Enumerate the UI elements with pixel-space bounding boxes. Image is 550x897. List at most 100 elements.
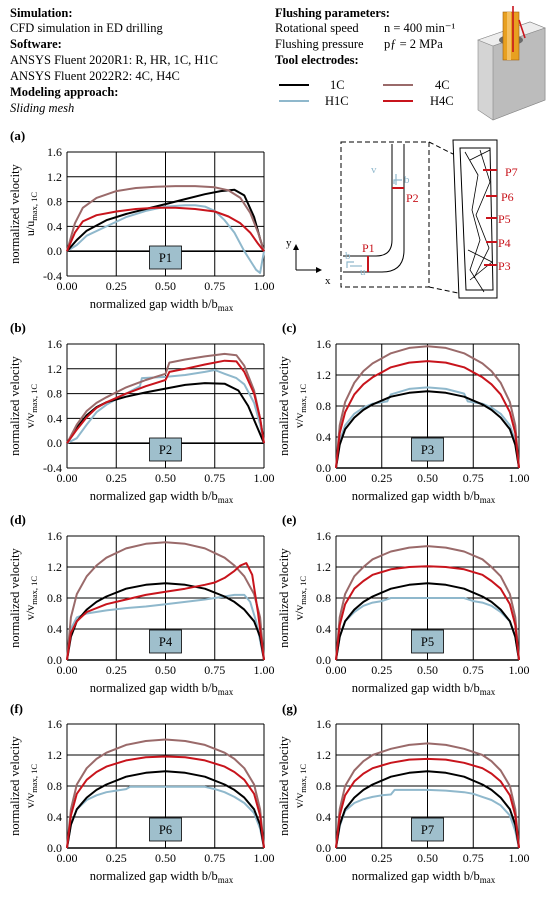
point-badge xyxy=(411,437,444,462)
chart-panel-f: (f) 0.0 0.4 0.8 1.2 1.6 0.00 0.25 0.50 0.75 1.00 P6… xyxy=(8,701,275,885)
y-axis-label: normalized velocity xyxy=(277,355,291,455)
x-tick-label: 0.50 xyxy=(155,279,176,293)
x-tick-label: 0.50 xyxy=(417,663,438,677)
series-line-1c xyxy=(66,188,265,252)
x-tick-label: 0.50 xyxy=(417,851,438,865)
series-line-h1c xyxy=(66,369,265,445)
chart-panel-c: (c) 0.0 0.4 0.8 1.2 1.6 0.00 0.25 0.50 0.75 1.00 P3… xyxy=(277,320,530,505)
y-axis-sublabel: v/vmax, 1C xyxy=(292,384,308,428)
y-tick-label: 0.0 xyxy=(316,841,331,855)
x-tick-label: 0.00 xyxy=(326,471,347,485)
panel-label-d: (d) xyxy=(10,512,26,527)
y-tick-label: 1.2 xyxy=(47,362,62,376)
point-badge-label: P1 xyxy=(159,251,172,265)
panel-label-f: (f) xyxy=(10,701,23,716)
y-axis-sublabel: v/vmax, 1C xyxy=(23,576,39,620)
series-line-h4c xyxy=(66,755,265,849)
y-axis-label: normalized velocity xyxy=(277,735,291,835)
x-tick-label: 0.25 xyxy=(106,279,127,293)
series-line-h1c xyxy=(66,204,265,274)
y-tick-label: 1.2 xyxy=(316,560,331,574)
series-line-4c xyxy=(66,738,265,849)
series-line-4c xyxy=(66,352,265,444)
y-tick-label: 1.6 xyxy=(47,337,62,351)
y-tick-label: 0.8 xyxy=(47,387,62,401)
series-line-4c xyxy=(335,345,520,469)
x-tick-label: 1.00 xyxy=(254,279,275,293)
series-line-1c xyxy=(335,770,520,849)
x-tick-label: 0.75 xyxy=(204,279,225,293)
point-badge-label: P6 xyxy=(159,823,172,837)
y-tick-label: 1.6 xyxy=(47,145,62,159)
chart-panel-b: (b) -0.4 0.0 0.4 0.8 1.2 1.6 0.00 0.25 0.50 0.75 1.… xyxy=(8,320,275,505)
y-tick-label: 0.8 xyxy=(316,779,331,793)
x-axis-label: normalized gap width b/bmax xyxy=(90,681,234,697)
flushing-pressure-label: Flushing pressure xyxy=(275,37,364,51)
y-tick-label: 1.2 xyxy=(47,748,62,762)
x-tick-label: 0.50 xyxy=(155,663,176,677)
chart-panel-a: (a) -0.4 0.0 0.4 0.8 1.2 1.6 0.00 0.25 0.50 0.75 1.… xyxy=(8,128,275,313)
y-tick-label: 0.0 xyxy=(47,653,62,667)
y-tick-label: 0.8 xyxy=(47,195,62,209)
y-tick-label: 0.0 xyxy=(47,244,62,258)
panel-label-g: (g) xyxy=(282,701,297,716)
x-tick-label: 0.75 xyxy=(463,471,484,485)
series-line-h4c xyxy=(335,757,520,849)
simulation-heading: Simulation: xyxy=(10,6,73,20)
point-badge xyxy=(149,437,182,462)
series-line-h1c xyxy=(335,386,520,469)
y-axis-sublabel: v/vmax, 1C xyxy=(23,764,39,808)
x-tick-label: 1.00 xyxy=(509,851,530,865)
x-tick-label: 0.25 xyxy=(371,471,392,485)
x-tick-label: 0.25 xyxy=(106,471,127,485)
chart-panel-g: (g) 0.0 0.4 0.8 1.2 1.6 0.00 0.25 0.50 0.75 1.00 P7… xyxy=(277,701,530,885)
series-line-h4c xyxy=(66,206,265,252)
series-line-1c xyxy=(335,390,520,469)
series-line-h1c xyxy=(66,785,265,849)
y-axis-sublabel: u/umax, 1C xyxy=(23,192,39,236)
x-tick-label: 1.00 xyxy=(254,471,275,485)
y-tick-label: 0.8 xyxy=(47,779,62,793)
chart-panel-e: (e) 0.0 0.4 0.8 1.2 1.6 0.00 0.25 0.50 0.75 1.00 P5… xyxy=(277,512,530,697)
point-badge xyxy=(149,817,182,842)
series-line-h4c xyxy=(335,565,520,661)
series-line-4c xyxy=(66,185,265,252)
x-tick-label: 0.00 xyxy=(326,851,347,865)
x-tick-label: 1.00 xyxy=(509,471,530,485)
x-axis-label: normalized gap width b/bmax xyxy=(90,489,234,505)
x-tick-label: 0.00 xyxy=(326,663,347,677)
y-tick-label: 0.0 xyxy=(47,436,62,450)
x-tick-label: 0.00 xyxy=(57,851,78,865)
series-line-4c xyxy=(66,541,265,661)
modeling-text: Sliding mesh xyxy=(10,101,75,115)
modeling-heading: Modeling approach: xyxy=(10,85,119,99)
point-badge-label: P2 xyxy=(159,443,172,457)
y-tick-label: 0.8 xyxy=(47,591,62,605)
series-line-h4c xyxy=(66,562,265,661)
y-axis-label: normalized velocity xyxy=(8,163,22,263)
x-tick-label: 0.75 xyxy=(204,663,225,677)
simulation-text: CFD simulation in ED drilling xyxy=(10,21,163,35)
point-badge xyxy=(149,629,182,654)
rotational-speed-value: n = 400 min⁻¹ xyxy=(384,21,456,35)
point-badge xyxy=(411,629,444,654)
y-tick-label: 0.0 xyxy=(316,461,331,475)
software-line-2: ANSYS Fluent 2022R2: 4C, H4C xyxy=(10,69,180,83)
chart-panel-d: (d) 0.0 0.4 0.8 1.2 1.6 0.00 0.25 0.50 0.75 1.00 P4… xyxy=(8,512,275,697)
x-axis-label: normalized gap width b/bmax xyxy=(90,297,234,313)
y-tick-label: 1.6 xyxy=(316,717,331,731)
x-tick-label: 1.00 xyxy=(509,663,530,677)
x-axis-label: normalized gap width b/bmax xyxy=(352,489,496,505)
y-axis-sublabel: v/vmax, 1C xyxy=(23,384,39,428)
x-tick-label: 1.00 xyxy=(254,851,275,865)
x-tick-label: 0.50 xyxy=(155,851,176,865)
series-line-4c xyxy=(335,742,520,849)
series-line-1c xyxy=(66,382,265,444)
y-tick-label: 1.2 xyxy=(47,560,62,574)
y-tick-label: 1.6 xyxy=(47,529,62,543)
x-tick-label: 0.00 xyxy=(57,663,78,677)
point-badge-label: P3 xyxy=(421,443,434,457)
series-line-h4c xyxy=(66,359,265,444)
point-badge-label: P5 xyxy=(421,635,434,649)
